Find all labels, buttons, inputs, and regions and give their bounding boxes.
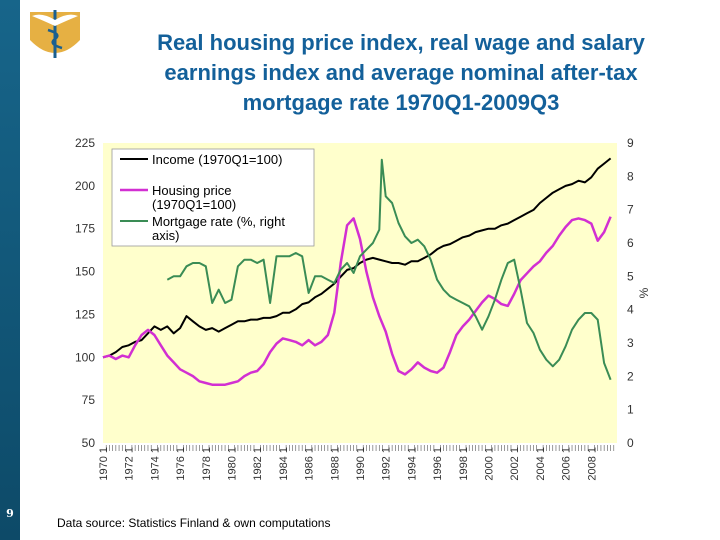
x-tick-label: 1982 1 <box>252 447 264 481</box>
x-tick-label: 1976 1 <box>175 447 187 481</box>
slide-title-line: earnings index and average nominal after… <box>164 60 638 85</box>
slide-number: 9 <box>6 507 14 520</box>
x-tick-label: 1988 1 <box>329 447 341 481</box>
x-tick-label: 1972 1 <box>124 447 136 481</box>
y2-tick-label: 0 <box>627 436 634 450</box>
y-tick-label: 200 <box>75 179 95 193</box>
legend-label-housing: Housing price (1970Q1=100) <box>152 183 236 212</box>
y2-tick-label: 5 <box>627 269 634 283</box>
y-tick-label: 150 <box>75 265 95 279</box>
legend-label-housing-line: Housing price <box>152 183 232 198</box>
legend-label-mortgage-line: axis) <box>152 228 179 243</box>
x-tick-label: 1986 1 <box>304 447 316 481</box>
series-line-housing-price <box>102 216 612 386</box>
y2-tick-label: 4 <box>627 303 634 317</box>
y2-tick-label: 7 <box>627 203 634 217</box>
y2-tick-label: 1 <box>627 403 634 417</box>
x-tick-label: 1996 1 <box>432 447 444 481</box>
x-tick-label: 2008 1 <box>586 447 598 481</box>
x-tick-label: 2004 1 <box>535 447 547 481</box>
x-tick-label: 1984 1 <box>278 447 290 481</box>
legend-label-housing-line: (1970Q1=100) <box>152 197 236 212</box>
x-tick-label: 2006 1 <box>561 447 573 481</box>
y-tick-label: 125 <box>75 307 95 321</box>
legend-label-mortgage-line: Mortgage rate (%, right <box>152 214 285 229</box>
x-tick-label: 1998 1 <box>458 447 470 481</box>
x-tick-label: 1970 1 <box>98 447 110 481</box>
chart-legend: Income (1970Q1=100) Housing price (1970Q… <box>111 148 315 247</box>
series-line-mortgage-rate <box>166 158 612 381</box>
logo-serpent <box>47 28 63 50</box>
x-tick-label: 1990 1 <box>355 447 367 481</box>
x-tick-label: 2002 1 <box>509 447 521 481</box>
sidebar-band: 9 <box>0 0 20 540</box>
y-tick-label: 100 <box>75 350 95 364</box>
x-tick-label: 2000 1 <box>484 447 496 481</box>
y2-tick-label: 6 <box>627 236 634 250</box>
y-tick-label: 225 <box>75 136 95 150</box>
y-tick-label: 175 <box>75 222 95 236</box>
slide-title-line: Real housing price index, real wage and … <box>157 30 645 55</box>
y2-axis-label: % <box>637 287 651 298</box>
y2-tick-label: 3 <box>627 336 634 350</box>
legend-label-income: Income (1970Q1=100) <box>152 152 282 167</box>
y2-tick-label: 8 <box>627 169 634 183</box>
caduceus-logo-icon <box>30 10 80 58</box>
y-tick-label: 75 <box>82 393 96 407</box>
x-tick-label: 1980 1 <box>227 447 239 481</box>
y2-tick-label: 2 <box>627 369 634 383</box>
x-tick-label: 1994 1 <box>406 447 418 481</box>
y-tick-label: 50 <box>82 436 96 450</box>
source-note: Data source: Statistics Finland & own co… <box>57 516 331 530</box>
legend-label-mortgage: Mortgage rate (%, right axis) <box>152 214 289 243</box>
legend-box <box>111 148 315 247</box>
x-tick-label: 1974 1 <box>149 447 161 481</box>
y2-tick-label: 9 <box>627 136 634 150</box>
x-tick-label: 1992 1 <box>381 447 393 481</box>
slide-title: Real housing price index, real wage and … <box>96 28 706 118</box>
slide-title-line: mortgage rate 1970Q1-2009Q3 <box>242 90 560 115</box>
x-tick-label: 1978 1 <box>201 447 213 481</box>
logo-wings <box>32 14 78 26</box>
